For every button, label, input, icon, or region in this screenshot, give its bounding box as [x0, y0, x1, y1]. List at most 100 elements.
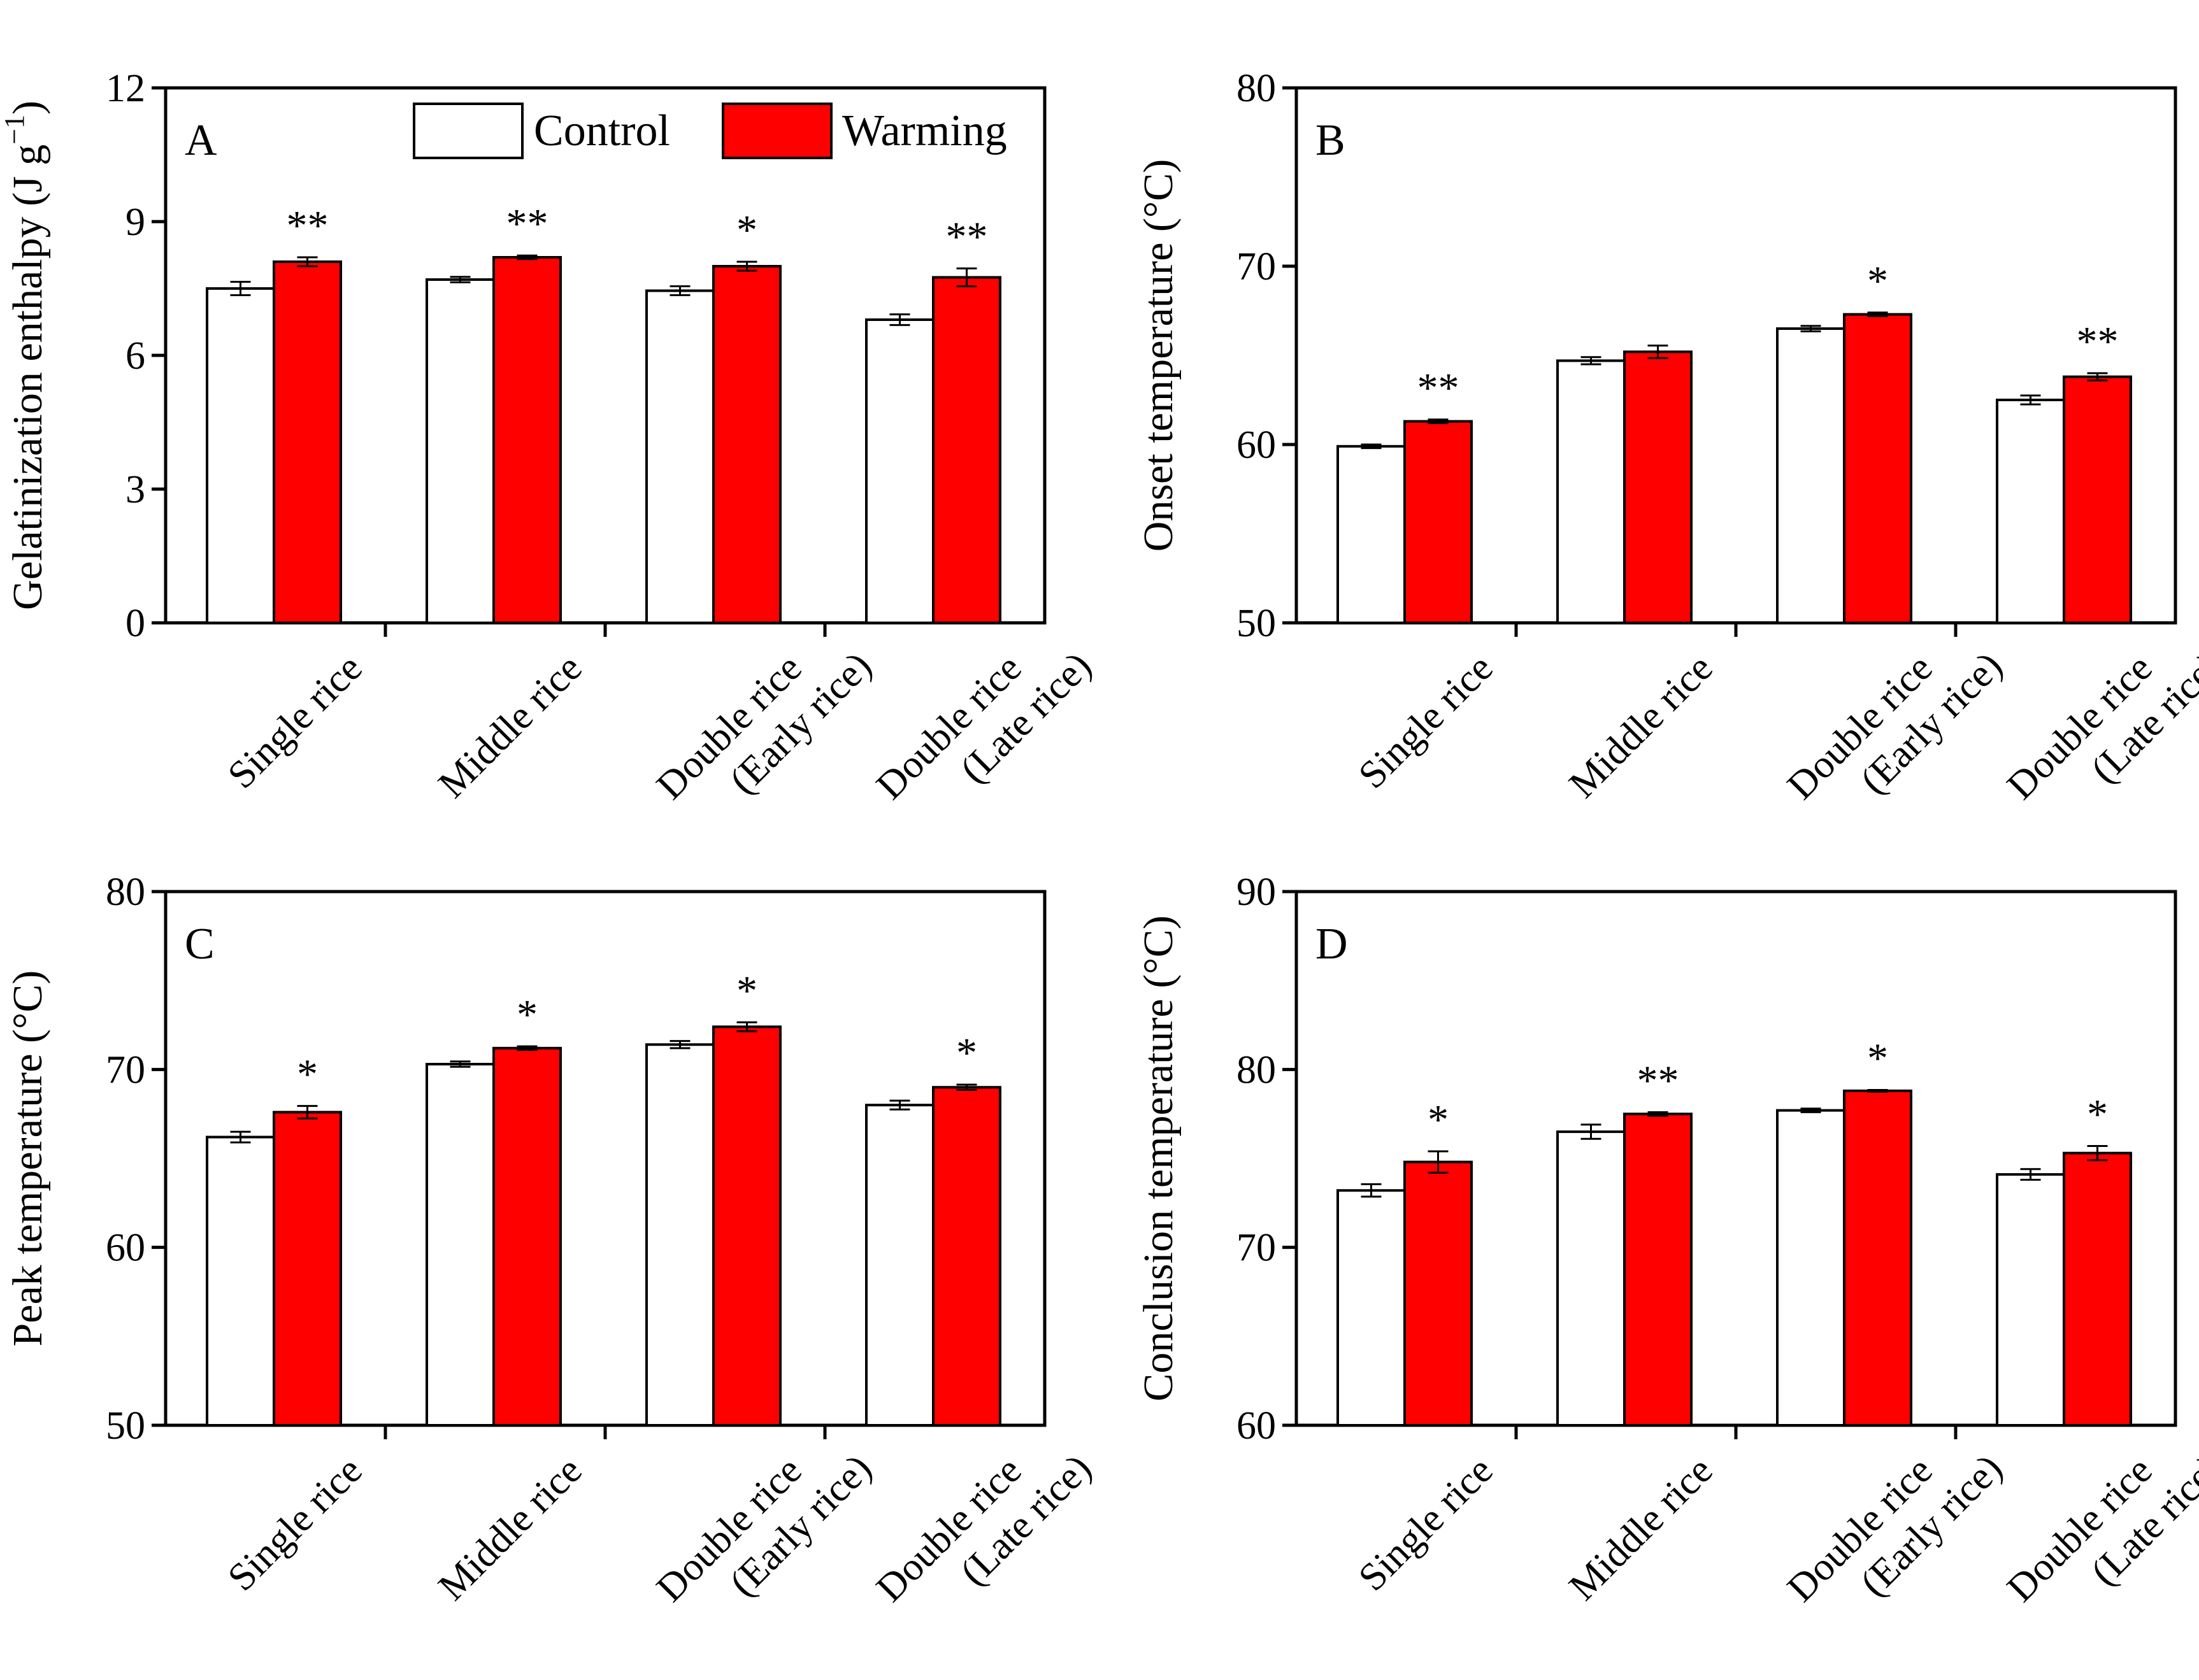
panel-letter: A [185, 116, 217, 165]
category-label-line1: Middle rice [430, 646, 590, 806]
bar-warming [1403, 420, 1473, 624]
significance-label: ** [2077, 318, 2119, 365]
significance-label: * [736, 207, 757, 253]
significance-label: * [517, 992, 538, 1038]
category-label: Single rice [1350, 646, 1501, 797]
legend-label-control: Control [534, 106, 670, 155]
bar-control [1996, 1173, 2065, 1427]
category-label: Double rice(Late rice) [1999, 610, 2199, 841]
bar-control [1336, 1189, 1406, 1427]
bar-control [1996, 399, 2065, 624]
y-axis-title-close: ) [4, 101, 51, 115]
category-label: Single rice [220, 1449, 371, 1600]
category-label: Double rice(Early rice) [1779, 610, 2010, 841]
significance-label: ** [946, 214, 988, 260]
significance-label: ** [506, 201, 548, 247]
bar-warming [932, 276, 1001, 624]
bar-warming [2063, 1151, 2132, 1427]
y-tick-label: 50 [1236, 602, 1276, 645]
y-tick-label: 12 [106, 67, 145, 110]
bar-warming [1843, 1089, 1912, 1427]
y-tick-label: 70 [1236, 1227, 1276, 1270]
bar-warming [712, 265, 782, 624]
bar-warming [492, 1046, 562, 1427]
panel-letter: D [1315, 920, 1348, 969]
bar-warming [712, 1025, 782, 1427]
category-label: Double rice(Late rice) [868, 1413, 1100, 1644]
y-tick-label: 60 [1236, 1404, 1276, 1448]
y-tick-label: 0 [125, 602, 145, 645]
bar-warming [1843, 313, 1912, 624]
bar-control [645, 1043, 715, 1427]
bar-control [1776, 1109, 1845, 1427]
y-tick-label: 70 [1236, 245, 1276, 288]
category-label: Middle rice [430, 646, 590, 806]
bar-warming [1623, 350, 1693, 625]
y-tick-label: 60 [1236, 424, 1276, 467]
y-tick-label: 6 [125, 334, 145, 378]
y-axis-title-superscript: −1 [0, 115, 30, 145]
y-axis-title-main: Onset temperature (°C) [1135, 159, 1182, 552]
bar-warming [932, 1086, 1001, 1427]
significance-label: * [2087, 1091, 2108, 1137]
bar-warming [1623, 1113, 1693, 1427]
bar-control [206, 287, 275, 624]
category-label-line1: Single rice [1350, 646, 1501, 797]
category-label-line1: Single rice [220, 1449, 371, 1600]
category-label: Double rice(Early rice) [648, 610, 880, 841]
category-label-line1: Middle rice [1561, 1449, 1721, 1609]
y-tick-label: 70 [106, 1048, 145, 1092]
significance-label: ** [1417, 365, 1459, 411]
panel-c: 50 60 70 80 Peak temperature (°C) C * Single ri… [4, 871, 1100, 1644]
bar-control [426, 278, 495, 624]
bar-control [645, 289, 715, 624]
y-axis-title: Gelatinization enthalpy (J g−1) [0, 101, 51, 610]
y-axis-title-main: Gelatinization enthalpy (J g [4, 145, 51, 610]
category-label: Middle rice [1561, 1449, 1721, 1609]
bar-warming [492, 256, 562, 624]
category-label: Double rice(Early rice) [648, 1413, 880, 1644]
bar-control [426, 1062, 495, 1427]
y-axis-title: Onset temperature (°C) [1135, 159, 1182, 552]
bar-control [1776, 327, 1845, 624]
y-tick-label: 80 [1236, 1048, 1276, 1092]
category-label: Single rice [220, 646, 371, 797]
bar-control [865, 318, 935, 624]
y-tick-label: 50 [106, 1404, 145, 1448]
panel-letter: C [185, 920, 215, 969]
panel-letter: B [1315, 116, 1345, 165]
bar-control [206, 1135, 275, 1427]
y-tick-label: 90 [1236, 871, 1276, 914]
y-tick-label: 80 [1236, 67, 1276, 110]
category-label: Double rice(Early rice) [1779, 1413, 2010, 1644]
significance-label: ** [1637, 1057, 1679, 1104]
bar-control [1556, 359, 1626, 625]
category-label-line1: Single rice [220, 646, 371, 797]
category-label: Double rice(Late rice) [1999, 1413, 2199, 1644]
bar-warming [273, 1111, 342, 1427]
category-label-line1: Single rice [1350, 1449, 1501, 1600]
legend-swatch-control [413, 103, 524, 159]
category-label-line1: Middle rice [1561, 646, 1721, 806]
bar-control [1556, 1130, 1626, 1427]
y-axis-title-main: Peak temperature (°C) [4, 971, 51, 1347]
significance-label: * [1428, 1097, 1449, 1143]
category-label: Middle rice [1561, 646, 1721, 806]
bar-warming [2063, 375, 2132, 624]
y-tick-label: 3 [125, 468, 145, 511]
category-label: Single rice [1350, 1449, 1501, 1600]
bar-control [865, 1104, 935, 1427]
category-label: Double rice(Late rice) [868, 610, 1100, 841]
significance-label: * [1867, 1035, 1888, 1081]
panel-d: 60 70 80 90 Conclusion temperature (°C) D * Sin… [1135, 871, 2199, 1644]
significance-label: * [956, 1030, 977, 1076]
legend-label-warming: Warming [842, 106, 1007, 155]
category-label-line1: Middle rice [430, 1449, 590, 1609]
bar-control [1336, 445, 1406, 624]
significance-label: ** [287, 203, 329, 249]
significance-label: * [297, 1051, 318, 1098]
legend: Control Warming [413, 103, 1007, 159]
bar-warming [273, 260, 342, 624]
